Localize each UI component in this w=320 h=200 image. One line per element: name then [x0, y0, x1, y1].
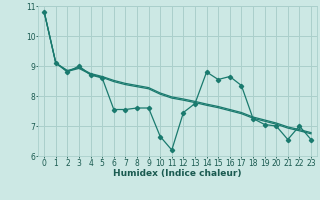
X-axis label: Humidex (Indice chaleur): Humidex (Indice chaleur) — [113, 169, 242, 178]
